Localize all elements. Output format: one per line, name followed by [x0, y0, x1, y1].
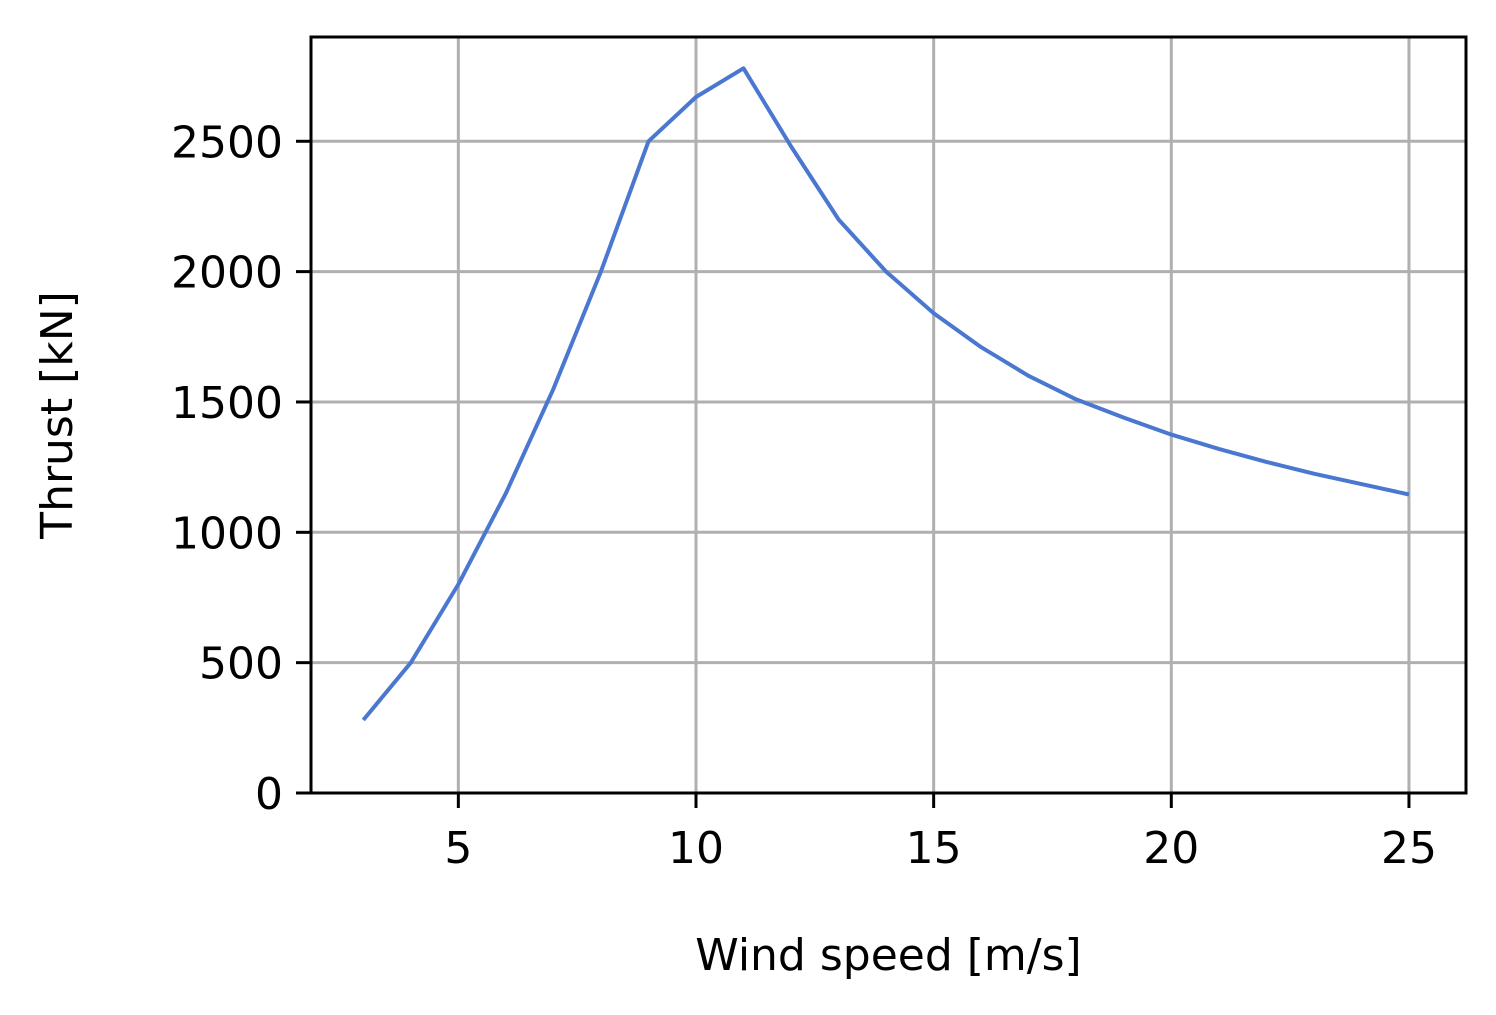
y-tick-label: 0 [255, 769, 283, 820]
y-axis-label: Thrust [kN] [32, 291, 83, 540]
x-tick-label: 10 [668, 823, 724, 874]
y-tick-label: 1500 [171, 378, 283, 429]
grid-lines [311, 37, 1466, 795]
y-tick-label: 2500 [171, 117, 283, 168]
series-layer [361, 66, 1410, 722]
plot-frame [309, 35, 1468, 795]
y-tick-label: 2000 [171, 248, 283, 299]
x-axis-label: Wind speed [m/s] [695, 930, 1081, 981]
thrust-series-line [361, 66, 1410, 722]
x-tick-label: 15 [906, 823, 962, 874]
x-tick-label: 20 [1143, 823, 1199, 874]
y-tick-label: 1000 [171, 508, 283, 559]
x-tick-label: 25 [1381, 823, 1437, 874]
ticks-layer: 5 10 15 20 25 0 500 1000 1500 2000 2500 [171, 117, 1437, 874]
x-tick-label: 5 [444, 823, 472, 874]
y-tick-label: 500 [199, 639, 283, 690]
